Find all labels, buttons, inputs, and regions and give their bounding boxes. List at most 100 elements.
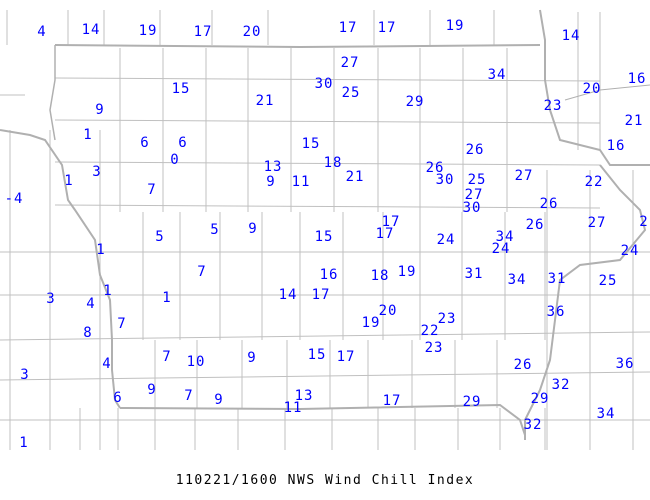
station-value: 27 <box>340 55 360 71</box>
station-value: 3 <box>46 291 56 307</box>
station-value: 20 <box>378 303 398 319</box>
station-value: 9 <box>147 382 157 398</box>
station-value: 19 <box>361 315 381 331</box>
station-value: 23 <box>424 340 444 356</box>
station-value: 17 <box>382 393 402 409</box>
station-value: 9 <box>266 174 276 190</box>
station-value: 30 <box>462 200 482 216</box>
station-value: 4 <box>102 356 112 372</box>
station-value: 3 <box>92 164 102 180</box>
station-value: 26 <box>539 196 559 212</box>
station-value: 17 <box>336 349 356 365</box>
station-value: 21 <box>624 113 644 129</box>
station-value: 5 <box>210 222 220 238</box>
station-value: 29 <box>462 394 482 410</box>
station-value: 15 <box>301 136 321 152</box>
station-value: 26 <box>425 160 445 176</box>
station-value: 6 <box>178 135 188 151</box>
station-value: 9 <box>214 392 224 408</box>
station-value: 36 <box>615 356 635 372</box>
station-value: 18 <box>370 268 390 284</box>
station-value: 17 <box>381 214 401 230</box>
station-value: 14 <box>278 287 298 303</box>
station-value: 26 <box>525 217 545 233</box>
station-value: 21 <box>345 169 365 185</box>
station-value: 6 <box>140 135 150 151</box>
station-value: 1 <box>19 435 29 451</box>
station-value: 13 <box>263 159 283 175</box>
station-value: 9 <box>248 221 258 237</box>
station-value: 7 <box>162 349 172 365</box>
station-value: 25 <box>341 85 361 101</box>
station-value: 3 <box>20 367 30 383</box>
station-value: 9 <box>247 350 257 366</box>
station-value: 10 <box>186 354 206 370</box>
station-value: 14 <box>81 22 101 38</box>
station-value: 17 <box>311 287 331 303</box>
state-border <box>0 129 121 409</box>
station-value: 15 <box>171 81 191 97</box>
station-value: 1 <box>64 173 74 189</box>
station-value: 25 <box>598 273 618 289</box>
station-value: 7 <box>147 182 157 198</box>
station-value: 23 <box>543 98 563 114</box>
station-value: 14 <box>561 28 581 44</box>
station-value: 15 <box>307 347 327 363</box>
county-line <box>54 204 601 209</box>
station-value: 1 <box>103 283 113 299</box>
station-value: 17 <box>377 20 397 36</box>
station-value: 1 <box>83 127 93 143</box>
station-value: 27 <box>587 215 607 231</box>
station-value: 19 <box>445 18 465 34</box>
county-line <box>54 77 601 82</box>
station-value: 24 <box>491 241 511 257</box>
station-value: 18 <box>323 155 343 171</box>
station-value: 15 <box>314 229 334 245</box>
station-value: 34 <box>487 67 507 83</box>
station-value: 20 <box>582 81 602 97</box>
station-value: 30 <box>435 172 455 188</box>
station-value: 17 <box>375 226 395 242</box>
state-border <box>49 45 56 141</box>
station-value: 25 <box>467 172 487 188</box>
station-value: 34 <box>495 229 515 245</box>
station-value: 32 <box>523 417 543 433</box>
station-value: 26 <box>465 142 485 158</box>
county-line <box>0 331 650 341</box>
station-value: 8 <box>83 325 93 341</box>
station-value: 17 <box>193 24 213 40</box>
station-value: 4 <box>86 296 96 312</box>
station-value: 1 <box>162 290 172 306</box>
station-value: 19 <box>138 23 158 39</box>
station-value: 0 <box>170 152 180 168</box>
station-value: 7 <box>184 388 194 404</box>
station-value: 6 <box>113 390 123 406</box>
station-value: 29 <box>530 391 550 407</box>
station-value: 19 <box>397 264 417 280</box>
station-value: 36 <box>546 304 566 320</box>
state-border <box>524 164 647 440</box>
county-line <box>0 371 650 381</box>
state-border <box>539 9 650 166</box>
station-value: 24 <box>620 243 640 259</box>
station-value: 29 <box>405 94 425 110</box>
station-value: 30 <box>314 76 334 92</box>
station-value: 16 <box>627 71 647 87</box>
river <box>564 84 650 101</box>
station-value: 32 <box>551 377 571 393</box>
station-value: 24 <box>436 232 456 248</box>
station-value: 4 <box>37 24 47 40</box>
station-value: 34 <box>596 406 616 422</box>
station-value: 31 <box>464 266 484 282</box>
station-value: 5 <box>155 229 165 245</box>
station-value: 27 <box>514 168 534 184</box>
station-value: 1 <box>96 242 106 258</box>
station-value: 9 <box>95 102 105 118</box>
station-value: 34 <box>507 272 527 288</box>
station-value: 2 <box>639 214 649 230</box>
station-value: 13 <box>294 388 314 404</box>
station-value: 20 <box>242 24 262 40</box>
map-caption: 110221/1600 NWS Wind Chill Index <box>175 473 475 488</box>
